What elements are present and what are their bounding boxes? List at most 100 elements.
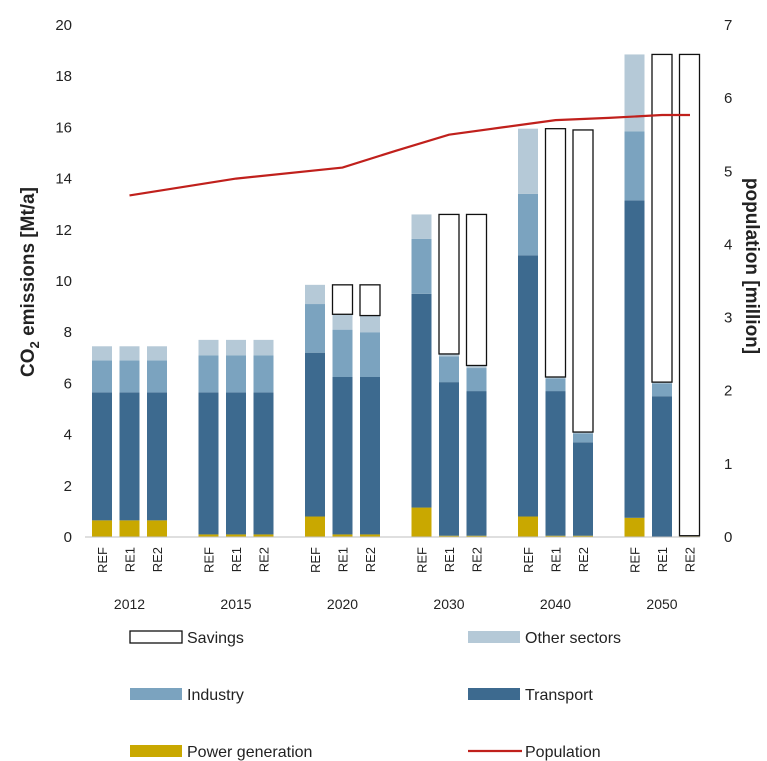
- bar-segment-other: [466, 365, 487, 369]
- bar-segment-power: [439, 535, 459, 537]
- legend-label: Transport: [525, 687, 593, 704]
- right-axis-ticks: 0 1 2 3 4 5 6 7: [724, 17, 732, 546]
- left-axis-title-sub: 2: [27, 341, 42, 348]
- right-tick-label: 2: [724, 383, 732, 400]
- right-axis-title: population [million]: [741, 178, 762, 354]
- legend-item-population: Population: [468, 744, 601, 761]
- bar-segment-transport: [652, 396, 672, 537]
- bar-segment-transport: [624, 200, 645, 518]
- bar-segment-power: [545, 535, 566, 537]
- bar-segment-industry: [545, 378, 566, 392]
- year-label: 2015: [220, 596, 251, 612]
- bar-segment-industry: [119, 360, 140, 393]
- bar-segment-power: [119, 520, 140, 537]
- bar-segment-other: [439, 353, 459, 357]
- left-tick-label: 4: [64, 427, 72, 444]
- bar-segment-power: [305, 516, 325, 537]
- bar-segment-industry: [652, 383, 672, 397]
- bar-segment-power: [466, 535, 487, 537]
- legend-swatch-industry: [130, 688, 182, 700]
- scenario-label: RE1: [655, 547, 670, 572]
- bar-segment-power: [147, 520, 167, 537]
- bar-segment-transport: [360, 377, 380, 535]
- bar-segment-other: [226, 339, 246, 356]
- bar-segment-other: [92, 346, 112, 361]
- population-line: [129, 113, 690, 197]
- bar-segment-other: [119, 346, 140, 361]
- bar-segment-transport: [305, 352, 325, 517]
- bar-segment-power: [624, 517, 645, 537]
- legend-swatch-other: [468, 631, 520, 643]
- right-tick-label: 0: [724, 529, 732, 546]
- bar-segment-industry: [624, 131, 645, 201]
- bar-segment-industry: [332, 329, 353, 377]
- legend-label: Population: [525, 744, 601, 761]
- legend-label: Industry: [187, 687, 244, 704]
- bar-segment-transport: [332, 377, 353, 535]
- year-label: 2020: [327, 596, 358, 612]
- bar-segment-industry: [198, 355, 219, 393]
- left-tick-label: 0: [64, 529, 72, 546]
- bar-segment-transport: [253, 392, 274, 535]
- right-tick-label: 1: [724, 456, 732, 473]
- left-tick-label: 2: [64, 478, 72, 495]
- bar-segment-industry: [411, 238, 432, 294]
- bar-segment-transport: [545, 391, 566, 536]
- bar-segment-transport: [466, 391, 487, 536]
- bar-segment-transport: [92, 392, 112, 521]
- left-tick-label: 14: [55, 171, 72, 188]
- year-label: 2030: [433, 596, 464, 612]
- bar-segment-other: [332, 314, 353, 330]
- bar-segment-transport: [147, 392, 167, 521]
- scenario-label: RE2: [150, 547, 165, 572]
- bar-segment-power: [253, 534, 274, 537]
- scenario-label: REF: [308, 547, 323, 573]
- left-tick-label: 16: [55, 119, 72, 136]
- bar-segment-transport: [226, 392, 246, 535]
- scenario-label: RE2: [470, 547, 485, 572]
- scenario-label: REF: [521, 547, 536, 573]
- bar-segment-power: [411, 507, 432, 537]
- bar-segment-industry: [466, 368, 487, 392]
- scenario-label: REF: [628, 547, 643, 573]
- bar-segment-transport: [573, 442, 593, 536]
- bar-segment-savings: [678, 53, 701, 537]
- year-label: 2050: [646, 596, 677, 612]
- legend-item-savings: Savings: [129, 630, 244, 647]
- year-label: 2040: [540, 596, 571, 612]
- left-axis-title: CO2 emissions [Mt/a]: [18, 187, 42, 377]
- left-tick-label: 10: [55, 273, 72, 290]
- bar-segment-transport: [439, 382, 459, 536]
- bar-segment-power: [573, 535, 593, 537]
- bar-segment-transport: [518, 255, 538, 517]
- bar-segment-savings: [651, 53, 673, 383]
- bar-segment-other: [305, 284, 325, 305]
- scenario-label: RE1: [336, 547, 351, 572]
- bar-segment-industry: [518, 193, 538, 256]
- bar-segment-power: [518, 516, 538, 537]
- bar-segment-industry: [253, 355, 274, 393]
- bar-segment-industry: [92, 360, 112, 393]
- bar-segment-other: [253, 339, 274, 356]
- scenario-label: RE1: [123, 547, 138, 572]
- left-axis-ticks: 0 2 4 6 8 10 12 14 16 18 20: [55, 17, 72, 546]
- bar-segment-transport: [119, 392, 140, 521]
- left-axis-title-rest: emissions [Mt/a]: [18, 187, 39, 341]
- bar-segment-transport: [411, 293, 432, 508]
- legend-item-other: Other sectors: [468, 630, 621, 647]
- left-tick-label: 20: [55, 17, 72, 34]
- bar-segment-savings: [544, 128, 567, 378]
- bar-segment-power: [226, 534, 246, 537]
- legend: Savings Other sectors Industry Transport Pow…: [129, 630, 621, 761]
- bar-segment-industry: [147, 360, 167, 393]
- year-labels: 2012 2015 2020 2030 2040 2050: [114, 596, 678, 612]
- year-label: 2012: [114, 596, 145, 612]
- scenario-label: REF: [415, 547, 430, 573]
- left-tick-label: 12: [55, 222, 72, 239]
- bar-segment-transport: [198, 392, 219, 535]
- right-tick-label: 6: [724, 90, 732, 107]
- bar-segment-power: [92, 520, 112, 537]
- bar-segment-power: [360, 534, 380, 537]
- bar-segment-savings: [359, 284, 381, 317]
